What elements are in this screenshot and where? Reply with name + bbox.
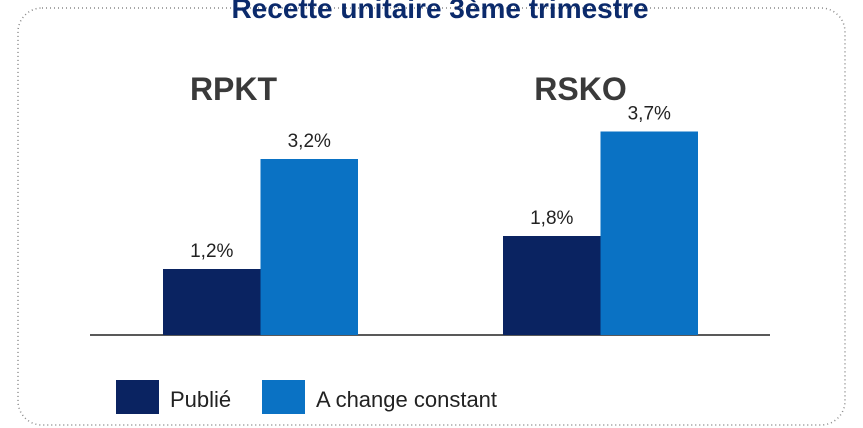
chart-title: Recette unitaire 3ème trimestre — [231, 0, 648, 24]
bar — [600, 131, 698, 335]
value-label: 1,8% — [530, 208, 573, 229]
category-label: RPKT — [190, 71, 278, 107]
legend-label: A change constant — [316, 387, 497, 412]
bar — [163, 269, 261, 335]
value-label: 3,2% — [288, 131, 331, 152]
legend-swatch — [262, 380, 305, 414]
bar — [503, 236, 601, 335]
legend-label: Publié — [170, 387, 231, 412]
legend-swatch — [116, 380, 159, 414]
bar — [260, 159, 358, 335]
category-label: RSKO — [534, 71, 626, 107]
value-label: 3,7% — [628, 104, 671, 125]
frame — [17, 7, 846, 426]
value-label: 1,2% — [190, 241, 233, 262]
